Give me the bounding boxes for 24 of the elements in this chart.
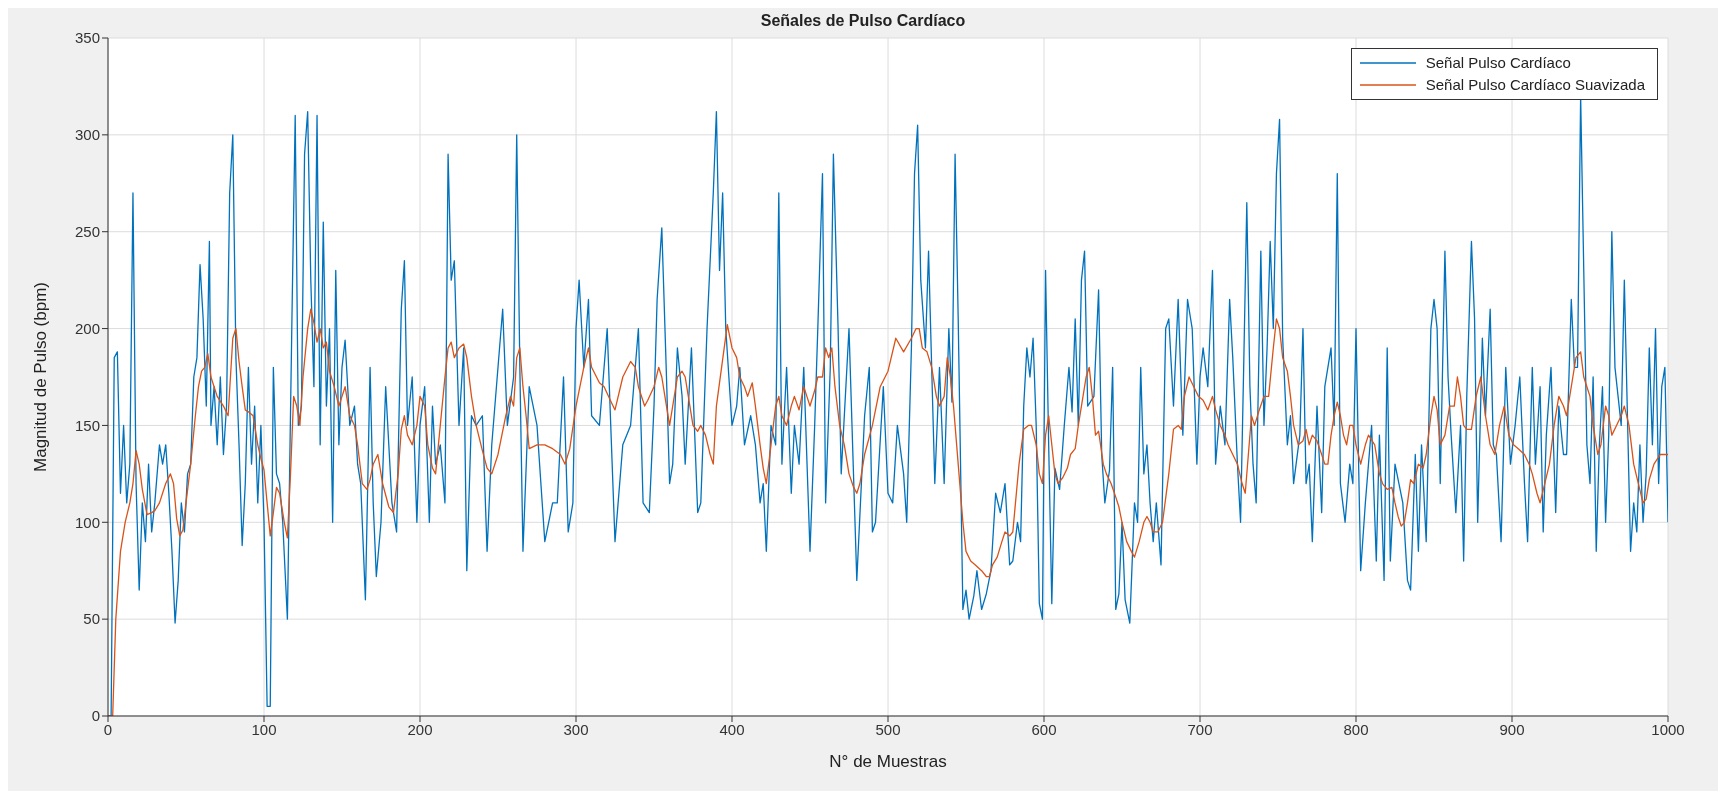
x-tick-label: 800	[1343, 720, 1369, 738]
y-axis-title: Magnitud de Pulso (bpm)	[31, 282, 51, 472]
x-tick-label: 500	[875, 720, 901, 738]
y-tick-label: 350	[74, 29, 100, 47]
y-tick-label: 300	[74, 126, 100, 144]
x-tick-label: 700	[1187, 720, 1213, 738]
y-tick-label: 250	[74, 223, 100, 241]
legend-label: Señal Pulso Cardíaco	[1425, 53, 1571, 73]
x-tick-label: 600	[1031, 720, 1057, 738]
y-tick-label: 0	[91, 707, 100, 725]
x-tick-label: 200	[407, 720, 433, 738]
x-axis-title: N° de Muestras	[829, 752, 947, 771]
x-tick-label: 1000	[1651, 720, 1685, 738]
x-tick-label: 300	[563, 720, 589, 738]
x-tick-label: 900	[1499, 720, 1525, 738]
y-tick-label: 50	[83, 610, 100, 628]
y-tick-label: 200	[74, 319, 100, 337]
y-tick-label: 150	[74, 416, 100, 434]
x-tick-label: 0	[103, 720, 113, 738]
x-tick-label: 100	[251, 720, 277, 738]
legend-label: Señal Pulso Cardíaco Suavizada	[1425, 75, 1645, 95]
y-tick-label: 100	[74, 513, 100, 531]
chart-title: Señales de Pulso Cardíaco	[759, 12, 967, 30]
x-tick-label: 400	[719, 720, 745, 738]
